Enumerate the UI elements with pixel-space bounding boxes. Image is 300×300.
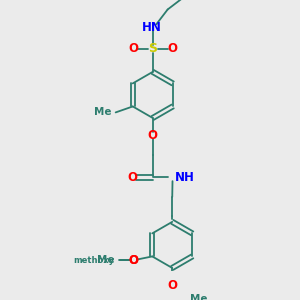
Text: O: O — [148, 129, 158, 142]
Text: methoxy: methoxy — [73, 256, 114, 265]
Text: HN: HN — [141, 21, 161, 34]
Text: Me: Me — [94, 107, 111, 117]
Text: O: O — [128, 171, 137, 184]
Text: O: O — [167, 279, 177, 292]
Text: O: O — [129, 254, 139, 267]
Text: O: O — [167, 42, 177, 55]
Text: Me: Me — [190, 294, 207, 300]
Text: O: O — [128, 42, 138, 55]
Text: NH: NH — [174, 171, 194, 184]
Text: S: S — [148, 42, 157, 55]
Text: O: O — [129, 254, 139, 267]
Text: Me: Me — [97, 256, 115, 266]
